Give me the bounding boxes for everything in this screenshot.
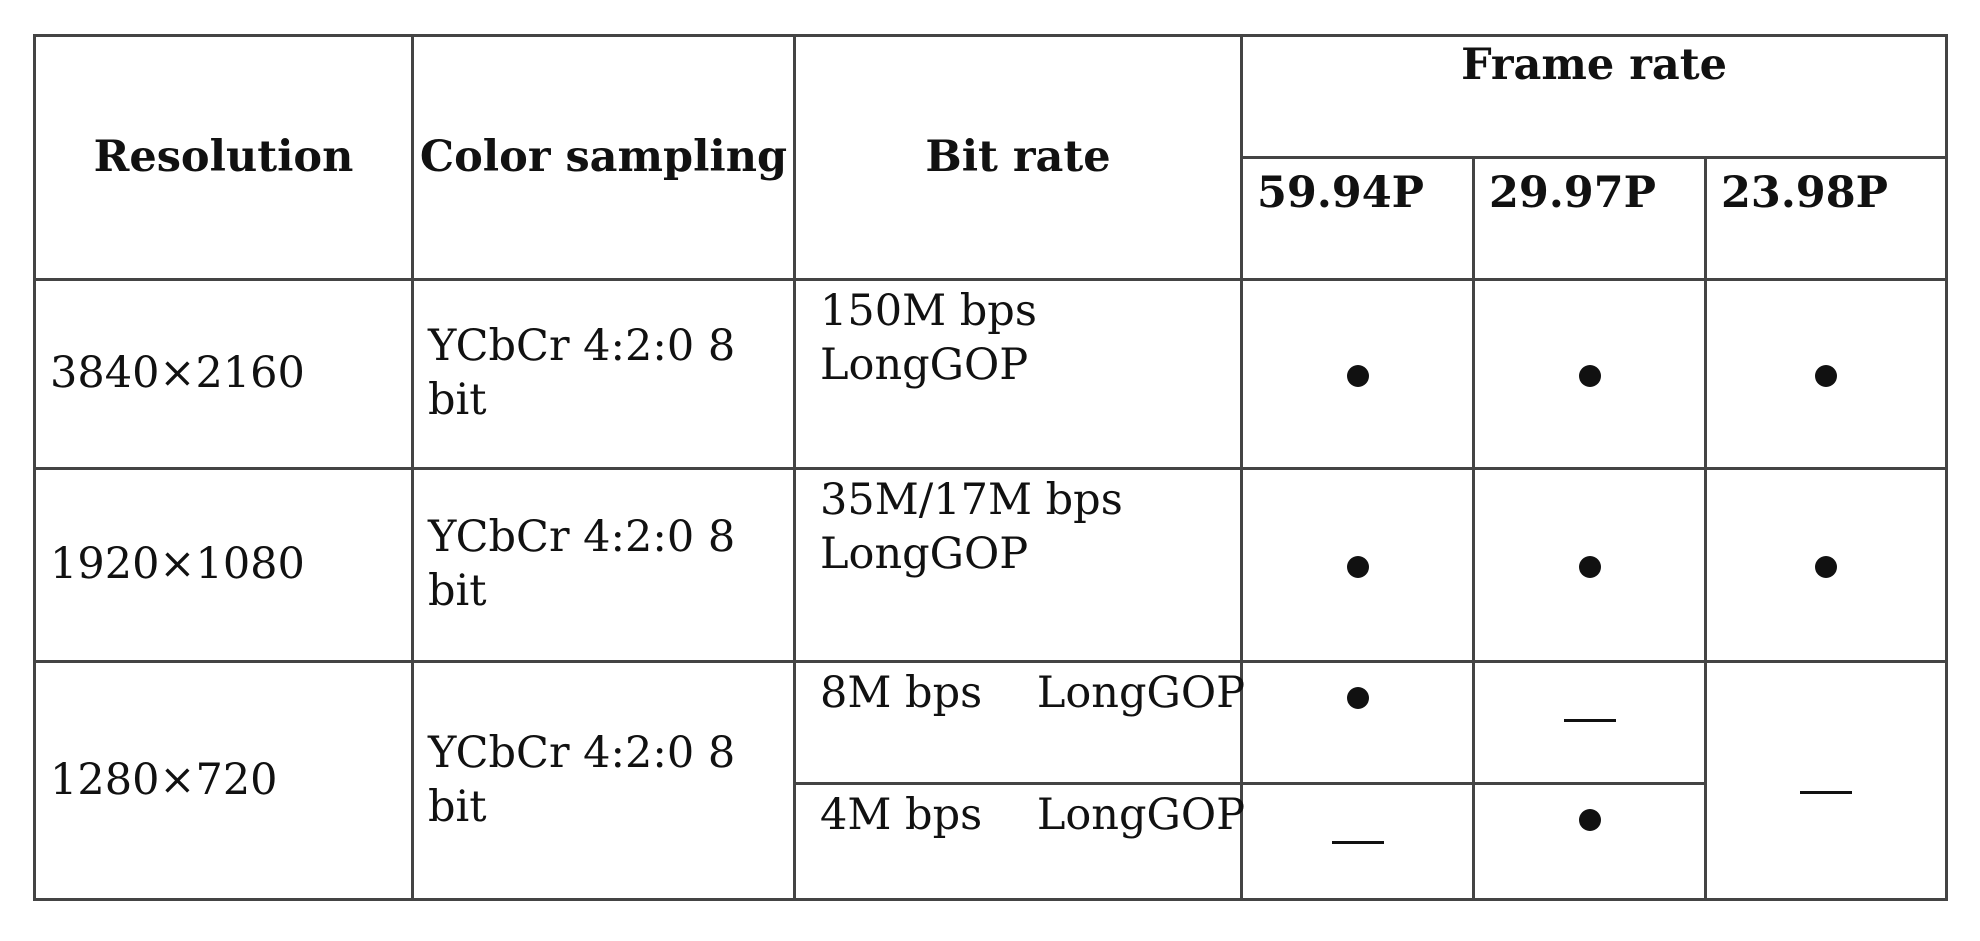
- supported-dot-icon: [1815, 365, 1838, 388]
- header-resolution: Resolution: [33, 34, 414, 281]
- cell-resolution: 1280×720: [33, 660, 414, 901]
- cell-fps-29-97: [1472, 782, 1707, 901]
- supported-dot-icon: [1815, 556, 1838, 579]
- cell-fps-29-97: [1472, 467, 1707, 663]
- cell-bit-rate: 8M bps LongGOP: [793, 660, 1245, 785]
- cell-fps-59-94: [1240, 782, 1475, 901]
- supported-dot-icon: [1346, 556, 1369, 579]
- bit-rate-line: LongGOP: [820, 339, 1029, 390]
- cell-bit-rate: 150M bps LongGOP: [793, 278, 1243, 470]
- not-supported-dash-icon: [1331, 841, 1384, 844]
- cell-fps-23-98: [1703, 467, 1949, 663]
- header-color-sampling: Color sampling: [411, 34, 796, 281]
- cell-resolution: 1920×1080: [33, 467, 414, 663]
- cell-bit-rate: 4M bps LongGOP: [793, 782, 1245, 901]
- header-fps-23-98: 23.98P: [1703, 156, 1949, 281]
- cell-fps-59-94: [1240, 660, 1475, 785]
- cell-fps-59-94: [1240, 467, 1475, 663]
- cell-color-sampling: YCbCr 4:2:0 8 bit: [411, 660, 796, 901]
- supported-dot-icon: [1578, 556, 1601, 579]
- header-fps-29-97: 29.97P: [1472, 156, 1707, 281]
- supported-dot-icon: [1578, 365, 1601, 388]
- cell-bit-rate: 35M/17M bps LongGOP: [793, 467, 1243, 663]
- supported-dot-icon: [1578, 809, 1601, 831]
- cell-fps-29-97: [1472, 660, 1707, 785]
- cell-color-sampling: YCbCr 4:2:0 8 bit: [411, 467, 796, 663]
- bit-rate-line: 150M bps: [820, 286, 1037, 336]
- table-row: 4M bps LongGOP: [35, 782, 1947, 901]
- table-row: 1280×720 YCbCr 4:2:0 8 bit 8M bps LongGO…: [33, 660, 1949, 901]
- table-row: 3840×2160 YCbCr 4:2:0 8 bit 150M bps Lon…: [33, 278, 1949, 470]
- supported-dot-icon: [1346, 365, 1369, 388]
- header-frame-rate: Frame rate: [1239, 34, 1949, 159]
- cell-resolution: 3840×2160: [33, 278, 414, 470]
- bit-rate-line: LongGOP: [820, 528, 1029, 579]
- spec-table: Resolution Color sampling Bit rate Frame…: [33, 34, 1949, 901]
- cell-fps-29-97: [1472, 278, 1707, 470]
- header-fps-59-94: 59.94P: [1240, 156, 1475, 281]
- not-supported-dash-icon: [1800, 790, 1853, 794]
- bit-rate-line: 35M/17M bps: [820, 475, 1123, 525]
- cell-fps-23-98: [1703, 278, 1949, 470]
- cell-color-sampling: YCbCr 4:2:0 8 bit: [411, 278, 796, 470]
- cell-fps-23-98: [1703, 660, 1949, 901]
- not-supported-dash-icon: [1563, 719, 1616, 722]
- supported-dot-icon: [1346, 687, 1369, 709]
- table-row: 1920×1080 YCbCr 4:2:0 8 bit 35M/17M bps …: [33, 467, 1949, 663]
- header-bit-rate: Bit rate: [793, 34, 1243, 281]
- cell-fps-59-94: [1240, 278, 1475, 470]
